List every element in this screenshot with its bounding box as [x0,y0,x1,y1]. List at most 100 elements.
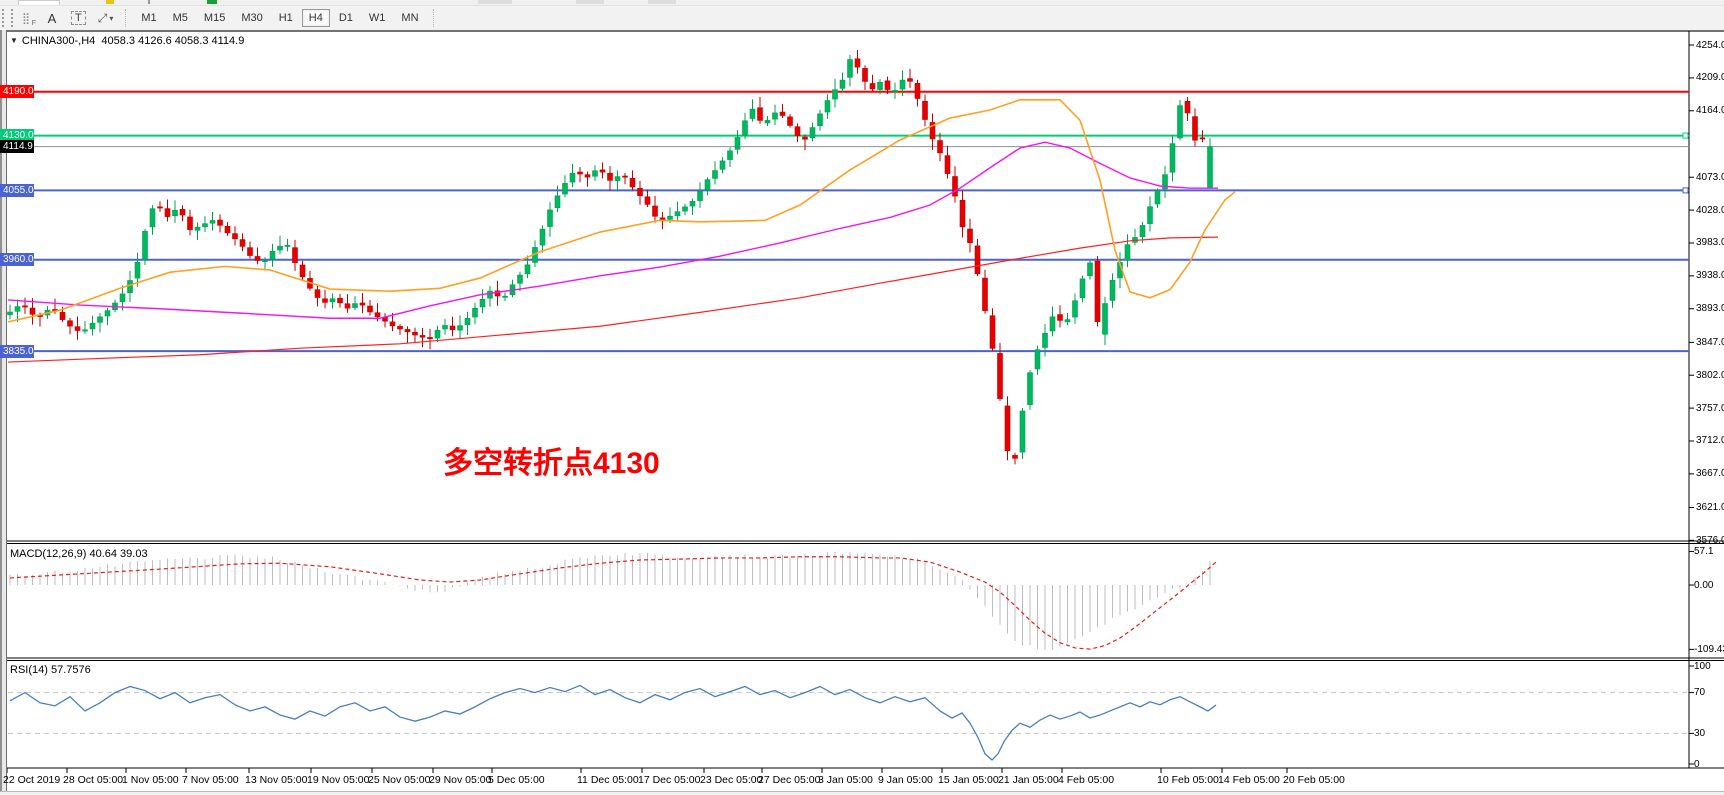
date-label: 14 Feb 05:00 [1218,774,1280,786]
rsi-tick-label: 0 [1694,758,1700,770]
candle-body [562,183,568,195]
candle-body [539,228,546,246]
chart-canvas[interactable] [0,30,1724,791]
candle-body [1177,105,1183,139]
candle-body [412,331,418,336]
candle-body [1124,244,1131,261]
candle-body [104,310,111,317]
window-left-frame [0,30,7,792]
chart-annotation[interactable]: 多空转折点4130 [443,447,660,480]
macd-indicator-label: MACD(12,26,9) 40.64 39.03 [10,548,148,560]
ma-red-line[interactable] [7,236,1219,363]
ohlc-readout: 4058.3 4126.6 4058.3 4114.9 [101,35,245,47]
candle-body [937,140,943,154]
text-a-icon[interactable]: A [40,8,64,28]
candle-body [502,295,508,298]
date-label: 29 Nov 05:00 [429,774,492,786]
price-tick-label: 3938.0 [1696,270,1724,282]
timeframe-d1[interactable]: D1 [332,9,360,27]
candle-body [554,195,561,209]
candle-body [569,173,576,183]
candle-body [629,177,636,188]
candle-body [1079,278,1086,299]
rsi-line[interactable] [9,684,1217,761]
rsi-tick-label: 30 [1694,727,1706,739]
candle-body [292,247,298,263]
macd-signal-line[interactable] [9,556,1217,650]
candle-body [1072,300,1078,318]
candle-body [832,89,838,100]
candle-body [854,58,861,68]
candle-body [22,305,28,308]
draw-arrows-icon[interactable]: ⤢ ▾ [93,8,119,28]
candle-body [1199,137,1206,140]
ma-orange-line[interactable] [7,98,1236,323]
price-tick-label: 3802.0 [1696,369,1724,381]
candle-body [239,239,246,247]
candle-body [644,196,651,205]
candle-body [727,150,733,160]
hline-handle[interactable] [1682,132,1689,139]
clipped-yellow-icon [106,0,114,4]
candle-body [892,90,898,93]
timeframe-m1[interactable]: M1 [134,9,163,27]
candle-body [172,209,178,217]
timeframe-h1[interactable]: H1 [272,9,300,27]
current-price-badge: 4114.9 [0,140,34,154]
candle-body [787,116,793,126]
candle-body [824,100,831,113]
timeframe-mn[interactable]: MN [394,9,425,27]
ma-magenta-line[interactable] [7,141,1218,319]
grid-f-icon[interactable]: ⣿ F [14,8,38,28]
timeframe-m5[interactable]: M5 [166,9,195,27]
candle-body [457,325,463,331]
date-label: 15 Jan 05:00 [938,774,999,786]
candle-body [14,306,21,312]
price-tick-label: 3621.0 [1696,501,1724,513]
date-label: 25 Nov 05:00 [368,774,431,786]
candle-body [89,322,96,330]
candle-body [1004,405,1011,452]
candle-body [869,83,876,90]
text-t-icon[interactable]: T [66,8,91,28]
price-badge-4190.0: 4190.0 [0,85,34,99]
candle-body [1034,349,1041,370]
rsi-tick-label: 70 [1694,687,1706,699]
timeframe-m30[interactable]: M30 [234,9,269,27]
timeframe-h4[interactable]: H4 [301,9,330,27]
date-label: 1 Nov 05:00 [122,774,179,786]
price-tick-label: 4028.0 [1696,204,1724,216]
candle-body [974,245,981,275]
candle-body [1109,279,1116,301]
price-tick-label: 3667.0 [1696,468,1724,480]
price-tick-label: 4073.0 [1696,171,1724,183]
candle-body [659,217,666,221]
hline-handle[interactable] [1682,187,1689,194]
candle-body [74,326,81,331]
chart-window[interactable] [0,30,1724,791]
timeframe-w1[interactable]: W1 [362,9,393,27]
price-badge-4055.0: 4055.0 [0,183,34,197]
price-tick-label: 3576.0 [1696,534,1724,546]
candle-body [194,226,201,231]
candle-body [1064,319,1071,323]
date-label: 5 Dec 05:00 [488,774,545,786]
candle-body [922,100,928,120]
date-label: 4 Feb 05:00 [1058,774,1115,786]
candle-body [187,216,193,230]
candle-body [262,260,268,262]
candle-body [907,78,913,82]
candle-body [434,329,441,339]
candle-body [202,223,208,227]
chevron-down-icon[interactable]: ▼ [10,36,18,45]
candle-body [127,280,133,293]
price-tick-label: 3983.0 [1696,237,1724,249]
candle-body [344,303,351,309]
candle-body [352,303,358,308]
toolbar-grip[interactable] [2,9,13,27]
window-bottom-edge [0,791,1724,795]
date-label: 28 Oct 05:00 [63,774,124,786]
price-tick-label: 4254.0 [1696,39,1724,51]
timeframe-m15[interactable]: M15 [197,9,232,27]
